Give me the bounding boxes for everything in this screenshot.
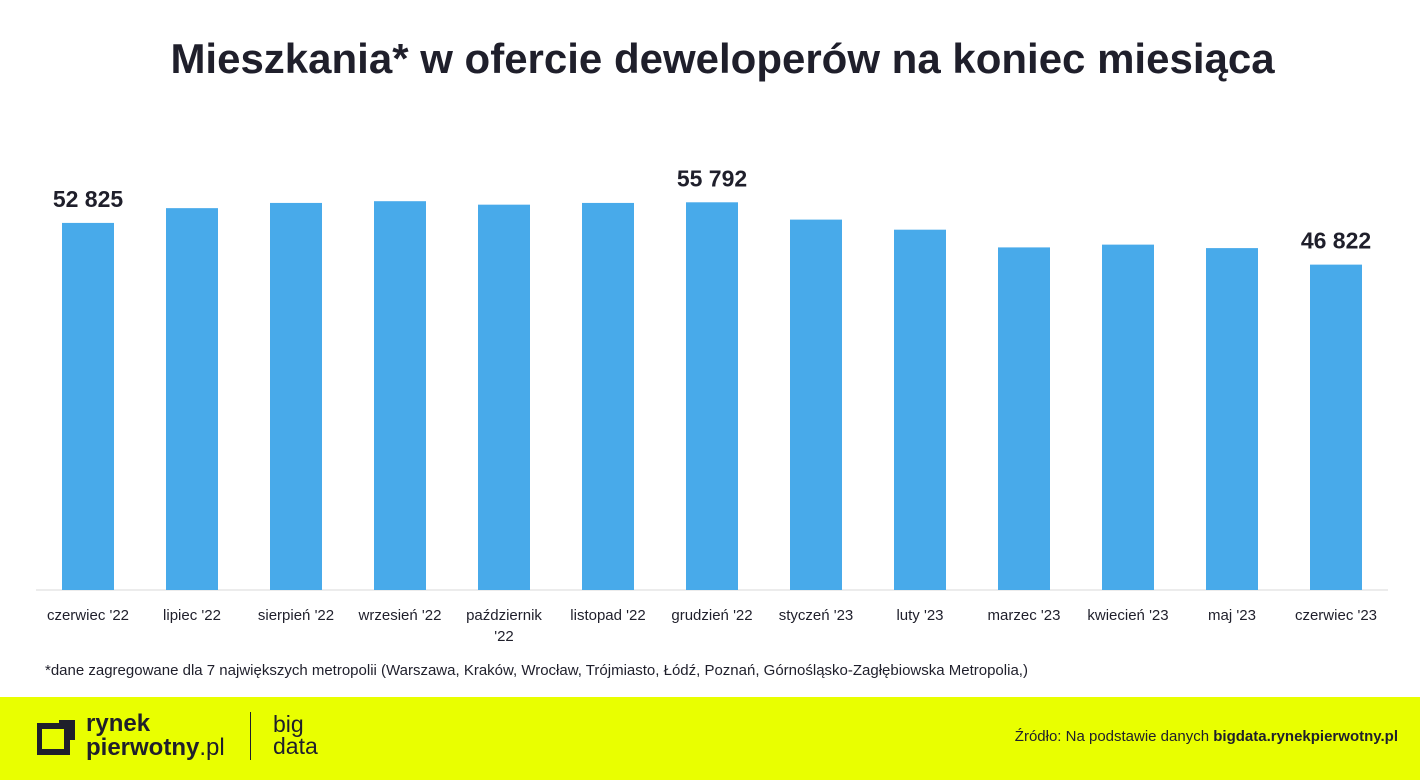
source-prefix: Źródło: Na podstawie danych [1014, 728, 1214, 745]
brand-wordmark: rynek pierwotny.pl [86, 712, 225, 760]
bar [1102, 244, 1154, 590]
bigdata-line-1: big [273, 711, 304, 737]
bar [1310, 264, 1362, 590]
x-tick-label: lipiec '22 [163, 607, 221, 624]
x-tick-label: listopad '22 [570, 607, 645, 624]
brand-line-2: pierwotny [86, 734, 200, 761]
x-tick-label: sierpień '22 [258, 607, 334, 624]
x-tick-label: czerwiec '22 [47, 607, 129, 624]
bigdata-wordmark: big data [273, 711, 318, 759]
x-tick-label: grudzień '22 [671, 607, 752, 624]
source-link[interactable]: bigdata.rynekpierwotny.pl [1213, 728, 1398, 745]
data-label: 55 792 [677, 165, 747, 191]
data-label: 46 822 [1301, 228, 1371, 254]
x-tick-label: styczeń '23 [779, 607, 854, 624]
bar [790, 219, 842, 590]
bar [166, 208, 218, 590]
bar [686, 202, 738, 590]
x-tick-label: luty '23 [896, 607, 943, 624]
x-tick-label: wrzesień '22 [358, 607, 442, 624]
chart-title: Mieszkania* w ofercie deweloperów na kon… [170, 35, 1275, 82]
footer-bar [0, 697, 1420, 780]
x-tick-label: marzec '23 [988, 607, 1061, 624]
x-tick-label: kwiecień '23 [1087, 607, 1168, 624]
x-tick-label: październik '22 [466, 607, 542, 645]
rynek-pierwotny-logo-icon [37, 720, 75, 755]
bar [374, 201, 426, 590]
bar [1206, 248, 1258, 591]
bar [62, 222, 114, 590]
brand-line-1: rynek [86, 710, 151, 737]
footnote: *dane zagregowane dla 7 największych met… [45, 662, 1028, 679]
bar [582, 202, 634, 591]
bar-chart: czerwiec '22 52 825 lipiec '22 sierpień '22… [36, 165, 1388, 645]
brand-tld: .pl [199, 734, 225, 761]
bigdata-line-2: data [273, 733, 318, 759]
bar [894, 229, 946, 590]
data-label: 52 825 [53, 186, 124, 212]
bar [998, 247, 1050, 590]
bar [478, 204, 530, 590]
x-tick-label: maj '23 [1208, 607, 1256, 624]
x-tick-label: czerwiec '23 [1295, 607, 1377, 624]
source-note: Źródło: Na podstawie danych bigdata.ryne… [1015, 728, 1398, 745]
bar [270, 202, 322, 591]
logo-divider [250, 712, 251, 760]
